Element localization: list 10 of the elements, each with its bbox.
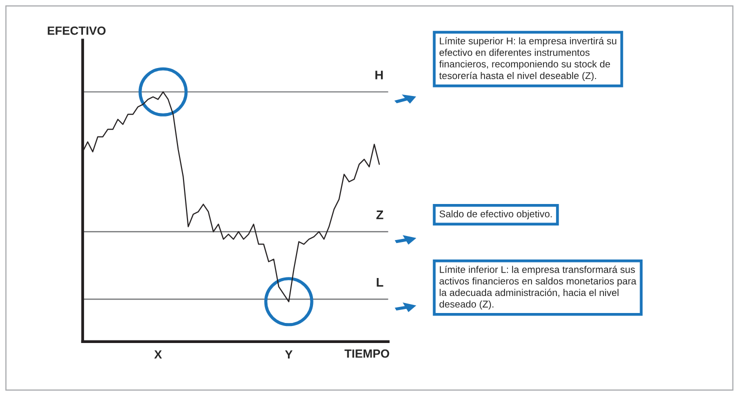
text: Límite inferior L: la empresa transformará sus activos financieros en saldos monetarios para la adecuada administración, hacia el nivel deseado (Z). — [440, 266, 636, 310]
text: Límite superior H: la empresa invertirá su efectivo en diferentes instrumentos financieros, recomponiendo su stock de tesorería hasta el nivel deseable (Z). — [439, 37, 616, 82]
y-axis-title: EFECTIVO — [48, 26, 106, 35]
ref-line-label: L — [376, 278, 384, 287]
x-tick-label: X — [154, 350, 162, 358]
text: Saldo de efectivo objetivo. — [440, 210, 552, 220]
ref-line-label: H — [375, 70, 383, 80]
x-tick-label: Y — [285, 350, 293, 358]
x-axis-title: TIEMPO — [344, 349, 390, 358]
ref-line-label: Z — [376, 210, 384, 220]
